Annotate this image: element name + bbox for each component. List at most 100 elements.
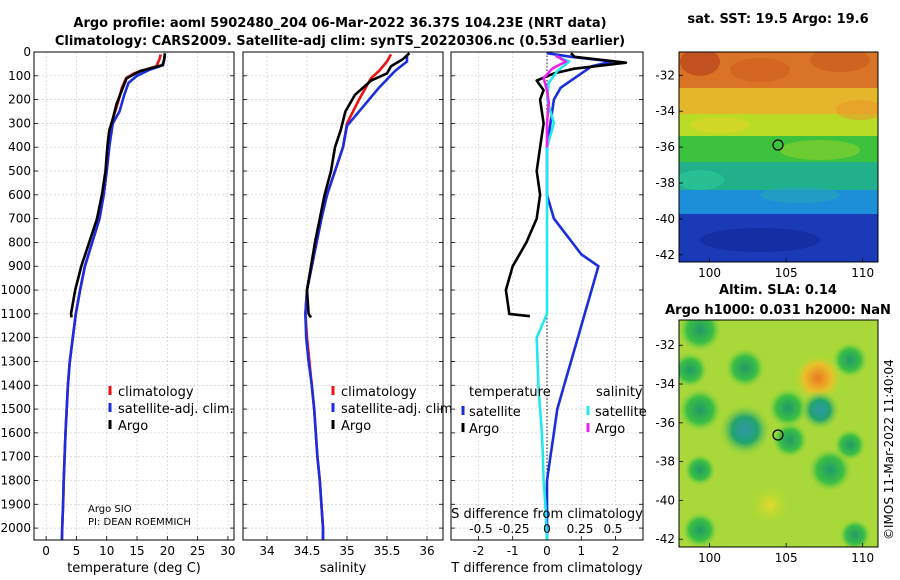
legend-entry: Argo	[595, 422, 625, 437]
secondary-x-tick-label: 0.5	[603, 522, 622, 536]
depth-tick-label: 1000	[0, 283, 31, 297]
difference-frame	[450, 51, 644, 541]
secondary-x-tick-label: -0.5	[469, 522, 492, 536]
legend-entry: Argo	[118, 419, 148, 434]
difference-series-1	[504, 52, 628, 318]
salinity-x-tick-label: 34	[259, 544, 274, 558]
secondary-x-tick-label: -0.25	[498, 522, 529, 536]
sla-map-field	[679, 320, 878, 547]
depth-tick-label: 2000	[0, 521, 31, 535]
difference-series-3	[542, 54, 568, 148]
legend-heading-temperature: temperature	[469, 385, 551, 400]
map-y-tick-label: -32	[655, 338, 675, 352]
map-y-tick-label: -38	[655, 176, 675, 190]
depth-tick-label: 500	[8, 164, 31, 178]
depth-tick-label: 600	[8, 188, 31, 202]
figure-title-line1: Argo profile: aoml 5902480_204 06-Mar-20…	[73, 16, 606, 31]
map-y-tick-label: -42	[655, 532, 675, 546]
sla-map-frame	[678, 319, 879, 548]
temperature-x-label: temperature (deg C)	[67, 561, 201, 576]
depth-tick-label: 1700	[0, 450, 31, 464]
sla-argo-location-marker	[772, 429, 784, 441]
salinity-series-2	[305, 52, 411, 319]
sst-map-axes: 100 105 110 -32 -34 -36 -38 -40 -42	[655, 68, 874, 280]
difference-x-tick-label: 2	[612, 544, 620, 558]
secondary-x-label: S difference from climatology	[451, 507, 643, 522]
sst-argo-location-marker	[772, 139, 784, 151]
temperature-frame	[33, 51, 235, 541]
difference-x-label: T difference from climatology	[450, 561, 643, 576]
difference-x-tick-label: 0	[543, 544, 551, 558]
difference-x-tick-label: 1	[577, 544, 585, 558]
temperature-series-1	[60, 54, 167, 541]
temperature-plot-area	[34, 52, 234, 540]
depth-tick-label: 400	[8, 140, 31, 154]
legend-entry: satellite-adj. clim.	[118, 402, 234, 417]
map-y-tick-label: -38	[655, 455, 675, 469]
map-y-tick-label: -36	[655, 140, 675, 154]
secondary-x-tick-label: 0.25	[567, 522, 594, 536]
depth-tick-label: 1300	[0, 354, 31, 368]
salinity-x-tick-label: 35.5	[374, 544, 401, 558]
sla-map-subtitle: Argo h1000: 0.031 h2000: NaN	[665, 303, 891, 318]
temperature-x-tick-label: 30	[220, 544, 235, 558]
credit-line1: Argo SIO	[88, 504, 132, 515]
temperature-profile-panel: 0100200300400500600700800900100011001200…	[0, 45, 235, 576]
depth-tick-label: 0	[23, 45, 31, 59]
temperature-x-tick-label: 10	[99, 544, 114, 558]
salinity-profile-panel: 34 34.5 35 35.5 36 salinity climatology satelli…	[242, 51, 457, 576]
depth-tick-label: 300	[8, 116, 31, 130]
figure-title-line2: Climatology: CARS2009. Satellite-adj cli…	[55, 34, 625, 49]
imos-timestamp: ©IMOS 11-Mar-2022 11:40:04	[882, 359, 896, 540]
temperature-x-tick-label: 0	[42, 544, 50, 558]
salinity-x-tick-label: 36	[419, 544, 434, 558]
depth-tick-label: 1100	[0, 307, 31, 321]
legend-heading-salinity: salinity	[596, 385, 643, 400]
legend-entry: satellite	[595, 405, 647, 420]
temperature-x-tick-label: 20	[160, 544, 175, 558]
depth-tick-label: 1800	[0, 473, 31, 487]
sst-map-frame	[678, 51, 879, 263]
map-y-tick-label: -40	[655, 212, 675, 226]
difference-series-0	[545, 51, 614, 540]
legend-entry: satellite	[469, 405, 521, 420]
legend-entry: satellite-adj. clim.	[341, 402, 457, 417]
depth-tick-label: 1400	[0, 378, 31, 392]
temperature-x-tick-label: 25	[190, 544, 205, 558]
map-y-tick-label: -40	[655, 493, 675, 507]
sla-map-panel: Altim. SLA: 0.14 Argo h1000: 0.031 h2000…	[655, 283, 890, 565]
depth-tick-label: 1200	[0, 331, 31, 345]
map-x-tick-label: 105	[775, 551, 798, 565]
temperature-x-tick-label: 15	[129, 544, 144, 558]
map-x-tick-label: 100	[698, 266, 721, 280]
depth-tick-label: 1600	[0, 426, 31, 440]
legend-entry: climatology	[341, 385, 417, 400]
depth-tick-label: 100	[8, 69, 31, 83]
secondary-x-tick-label: 0	[543, 522, 551, 536]
credit-line2: PI: DEAN ROEMMICH	[88, 517, 191, 528]
difference-x-tick-label: -2	[472, 544, 484, 558]
difference-profile-panel: -2 -1 0 1 2 T difference from climatology temp…	[450, 51, 647, 576]
map-y-tick-label: -42	[655, 248, 675, 262]
sst-map-field	[679, 52, 878, 262]
legend-entry: climatology	[118, 385, 194, 400]
depth-tick-label: 700	[8, 212, 31, 226]
map-x-tick-label: 105	[775, 266, 798, 280]
map-x-tick-label: 110	[851, 551, 874, 565]
salinity-plot-area	[243, 52, 443, 540]
difference-series-2	[535, 55, 571, 541]
temperature-series-2	[69, 53, 167, 318]
depth-tick-label: 200	[8, 93, 31, 107]
sst-map-panel: sat. SST: 19.5 Argo: 19.6 100 105 110 -32 -3…	[655, 12, 879, 280]
salinity-frame	[242, 51, 444, 541]
map-x-tick-label: 100	[698, 551, 721, 565]
map-x-tick-label: 110	[851, 266, 874, 280]
depth-tick-label: 1900	[0, 497, 31, 511]
difference-x-tick-label: -1	[507, 544, 519, 558]
map-y-tick-label: -36	[655, 416, 675, 430]
map-y-tick-label: -32	[655, 68, 675, 82]
legend-entry: Argo	[469, 422, 499, 437]
sla-map-axes: 100 105 110 -32 -34 -36 -38 -40 -42	[655, 338, 874, 565]
depth-tick-label: 1500	[0, 402, 31, 416]
